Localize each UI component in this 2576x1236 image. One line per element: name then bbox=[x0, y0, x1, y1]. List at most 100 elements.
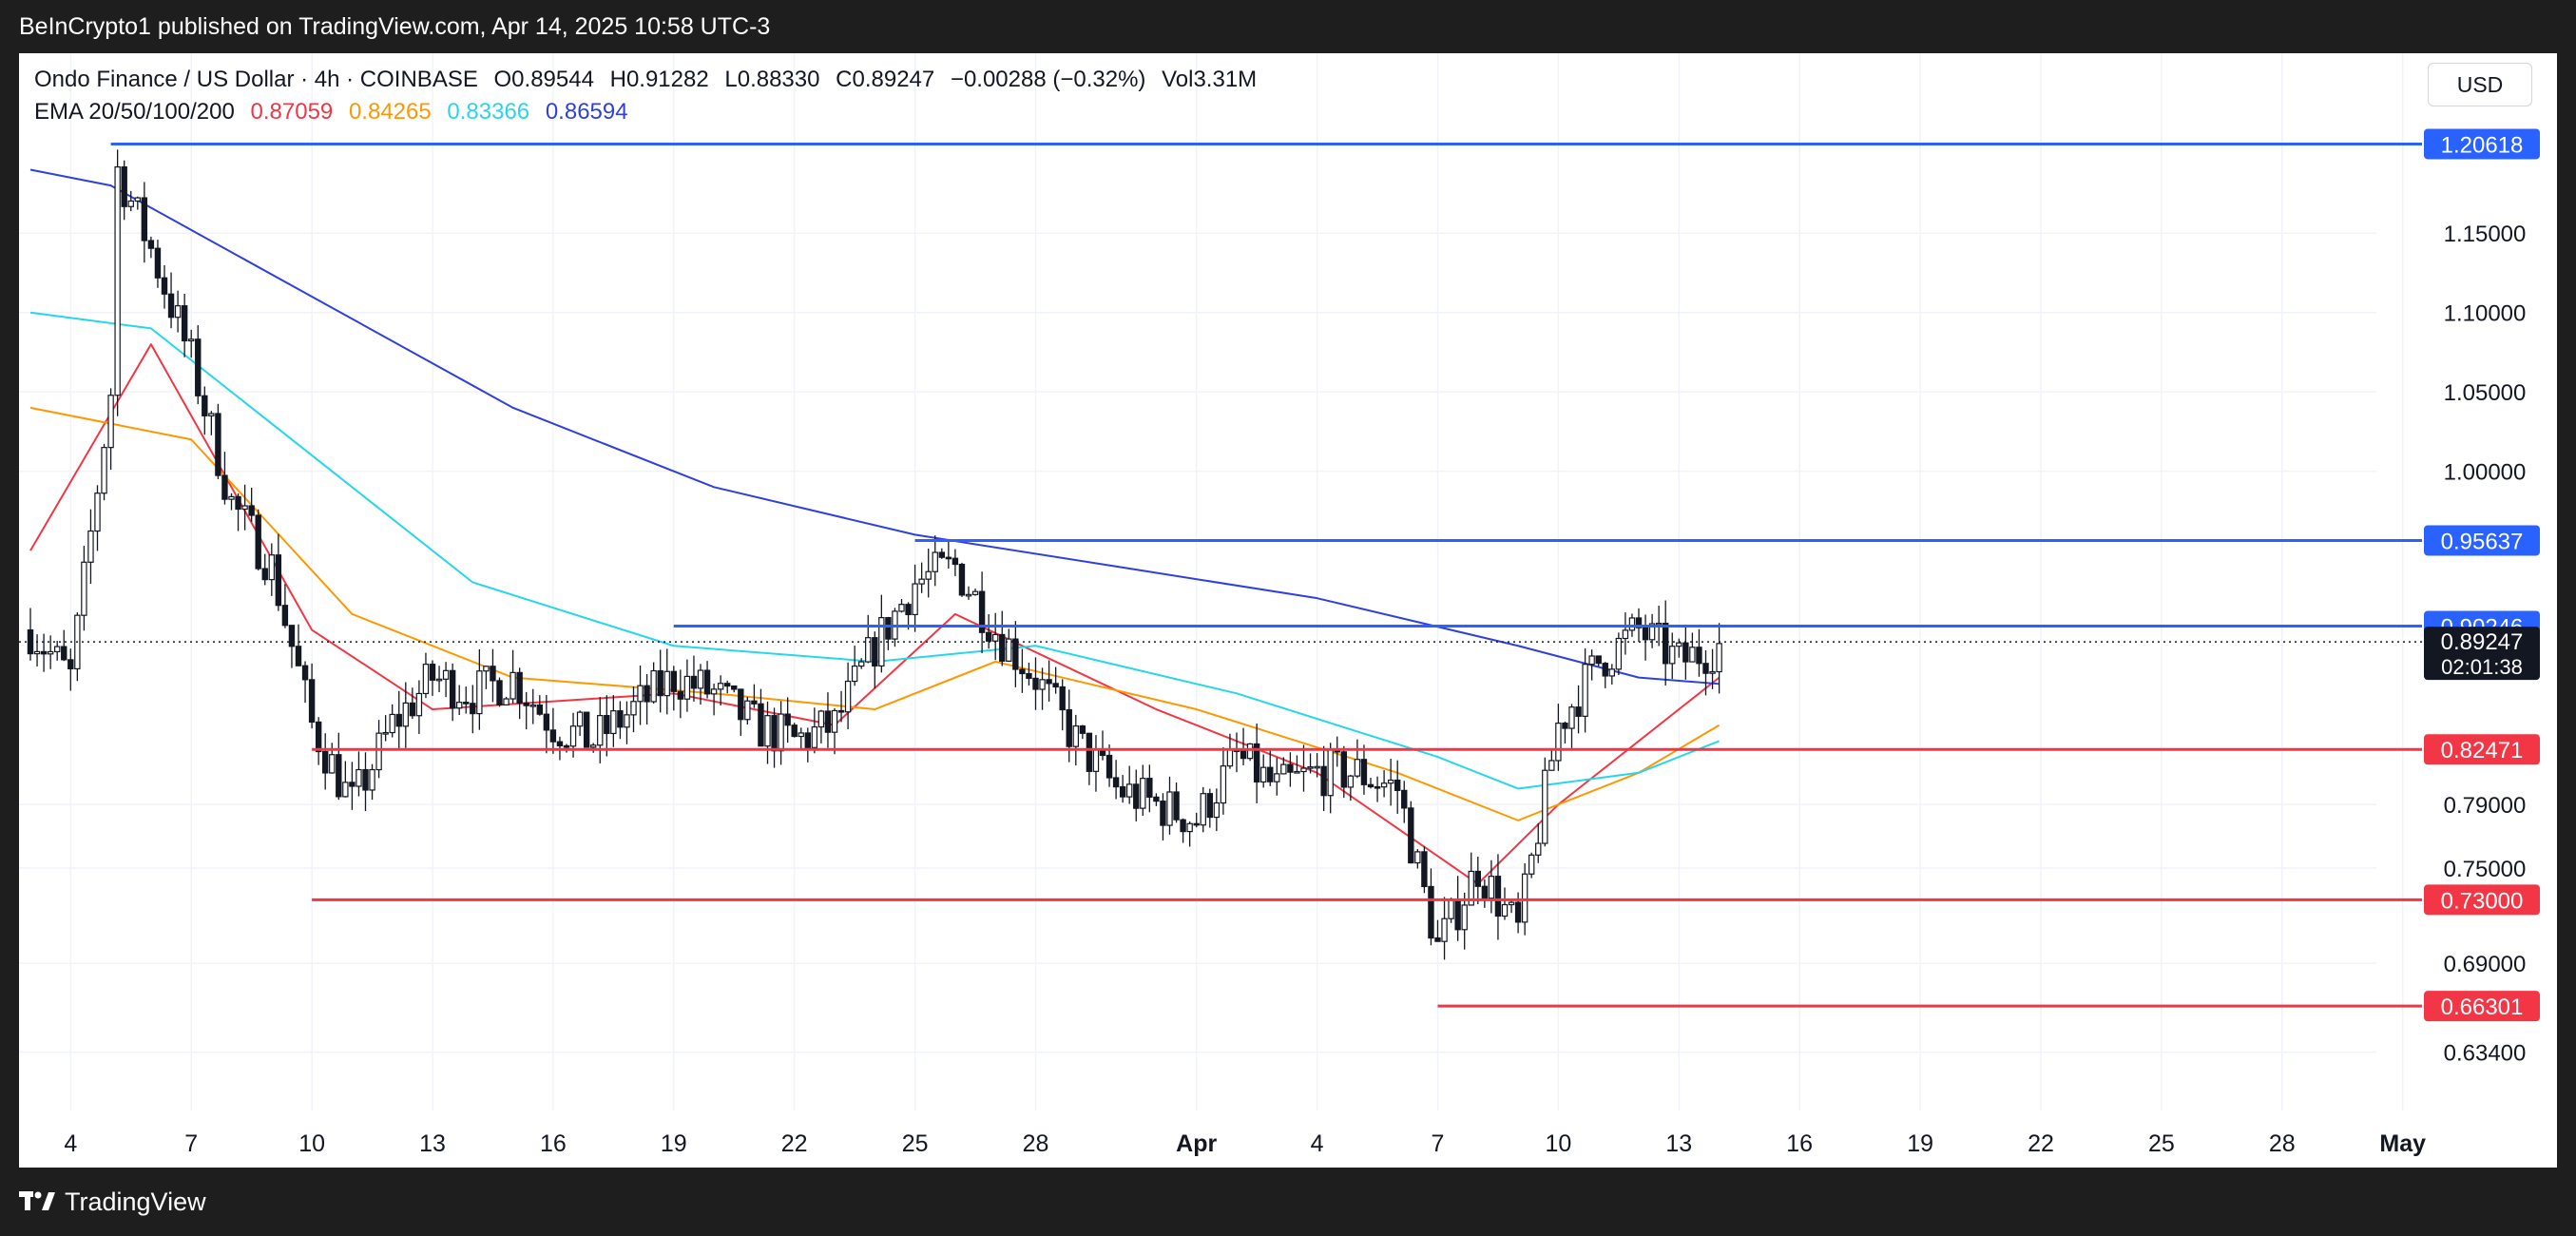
candle-body[interactable] bbox=[315, 721, 322, 753]
candle-body[interactable] bbox=[1226, 749, 1234, 767]
candle-body[interactable] bbox=[1514, 901, 1522, 923]
candle-body[interactable] bbox=[1092, 749, 1100, 772]
candle-body[interactable] bbox=[637, 685, 644, 703]
candle-body[interactable] bbox=[731, 685, 738, 690]
candle-body[interactable] bbox=[1347, 775, 1355, 788]
candle-body[interactable] bbox=[857, 661, 865, 667]
candle-body[interactable] bbox=[817, 710, 825, 728]
candle-body[interactable] bbox=[395, 713, 402, 727]
candle-body[interactable] bbox=[241, 505, 248, 511]
candle-body[interactable] bbox=[1173, 791, 1180, 821]
candle-body[interactable] bbox=[872, 637, 878, 667]
candle-body[interactable] bbox=[1709, 670, 1716, 674]
candle-body[interactable] bbox=[288, 625, 296, 647]
candle-body[interactable] bbox=[1374, 785, 1381, 789]
candle-body[interactable] bbox=[617, 710, 624, 728]
current-price-tag[interactable] bbox=[2424, 627, 2540, 681]
candle-body[interactable] bbox=[295, 646, 302, 666]
candle-body[interactable] bbox=[1568, 706, 1575, 729]
candle-body[interactable] bbox=[804, 732, 812, 748]
candle-body[interactable] bbox=[409, 702, 416, 717]
candle-body[interactable] bbox=[751, 700, 758, 705]
candle-body[interactable] bbox=[1441, 917, 1448, 942]
candle-body[interactable] bbox=[837, 709, 845, 713]
candle-body[interactable] bbox=[349, 782, 356, 787]
candle-body[interactable] bbox=[703, 669, 711, 695]
candle-body[interactable] bbox=[47, 650, 54, 655]
candle-body[interactable] bbox=[1434, 937, 1441, 942]
candle-body[interactable] bbox=[791, 724, 798, 738]
candle-body[interactable] bbox=[1240, 750, 1247, 760]
candle-body[interactable] bbox=[141, 197, 148, 241]
candle-body[interactable] bbox=[67, 659, 74, 670]
candle-body[interactable] bbox=[1153, 796, 1160, 802]
candle-body[interactable] bbox=[1019, 668, 1026, 675]
candle-body[interactable] bbox=[1588, 655, 1595, 666]
candle-body[interactable] bbox=[362, 768, 369, 791]
candle-body[interactable] bbox=[650, 669, 657, 703]
candle-body[interactable] bbox=[248, 505, 255, 516]
candle-body[interactable] bbox=[121, 165, 127, 207]
candle-body[interactable] bbox=[382, 731, 389, 735]
chart-panel[interactable] bbox=[19, 53, 2557, 1168]
candle-body[interactable] bbox=[958, 563, 966, 596]
candle-body[interactable] bbox=[912, 583, 918, 616]
candle-body[interactable] bbox=[771, 715, 778, 752]
candle-body[interactable] bbox=[918, 578, 925, 585]
candle-body[interactable] bbox=[255, 514, 261, 570]
candle-body[interactable] bbox=[1394, 779, 1401, 791]
candle-body[interactable] bbox=[53, 646, 61, 653]
candle-body[interactable] bbox=[336, 754, 342, 798]
candle-body[interactable] bbox=[938, 551, 946, 558]
candle-body[interactable] bbox=[1166, 791, 1173, 826]
candle-body[interactable] bbox=[1696, 647, 1702, 665]
candle-body[interactable] bbox=[1039, 679, 1046, 690]
candle-body[interactable] bbox=[1689, 647, 1696, 663]
candle-body[interactable] bbox=[215, 413, 221, 476]
currency-button[interactable]: USD bbox=[2428, 63, 2532, 106]
candle-body[interactable] bbox=[322, 750, 329, 774]
candle-body[interactable] bbox=[1119, 785, 1126, 798]
candle-body[interactable] bbox=[308, 679, 316, 724]
candle-body[interactable] bbox=[1481, 885, 1489, 899]
candle-body[interactable] bbox=[1026, 672, 1032, 680]
candle-body[interactable] bbox=[576, 711, 584, 727]
candle-body[interactable] bbox=[1555, 723, 1562, 762]
candle-body[interactable] bbox=[167, 293, 175, 319]
candle-body[interactable] bbox=[597, 715, 604, 746]
candle-body[interactable] bbox=[932, 551, 938, 572]
candle-body[interactable] bbox=[697, 669, 704, 689]
candle-body[interactable] bbox=[1294, 770, 1300, 774]
candle-body[interactable] bbox=[415, 692, 423, 717]
candle-body[interactable] bbox=[1200, 793, 1206, 826]
candle-body[interactable] bbox=[463, 702, 470, 705]
candle-body[interactable] bbox=[985, 631, 992, 642]
candle-body[interactable] bbox=[134, 197, 141, 203]
candle-body[interactable] bbox=[342, 782, 349, 798]
candle-body[interactable] bbox=[758, 703, 764, 747]
candle-body[interactable] bbox=[470, 703, 476, 715]
candle-body[interactable] bbox=[1421, 851, 1428, 888]
candle-body[interactable] bbox=[442, 669, 450, 680]
candle-body[interactable] bbox=[978, 590, 986, 633]
candle-body[interactable] bbox=[483, 666, 490, 672]
candle-body[interactable] bbox=[1387, 779, 1394, 784]
candle-body[interactable] bbox=[389, 713, 395, 734]
candle-body[interactable] bbox=[1012, 638, 1019, 670]
candle-body[interactable] bbox=[536, 704, 544, 715]
candle-body[interactable] bbox=[657, 669, 663, 697]
candle-body[interactable] bbox=[107, 395, 114, 449]
candle-body[interactable] bbox=[1340, 751, 1347, 788]
candle-body[interactable] bbox=[1414, 851, 1421, 864]
candle-body[interactable] bbox=[905, 604, 912, 616]
candle-body[interactable] bbox=[610, 710, 617, 735]
candle-body[interactable] bbox=[1059, 686, 1066, 711]
candle-body[interactable] bbox=[529, 704, 536, 707]
symbol-name[interactable]: Ondo Finance / US Dollar · 4h · COINBASE bbox=[34, 67, 478, 92]
candle-body[interactable] bbox=[952, 557, 959, 566]
candle-body[interactable] bbox=[154, 247, 162, 279]
candle-body[interactable] bbox=[630, 701, 637, 716]
level-price-tag[interactable] bbox=[2424, 128, 2540, 160]
candle-body[interactable] bbox=[195, 338, 202, 396]
